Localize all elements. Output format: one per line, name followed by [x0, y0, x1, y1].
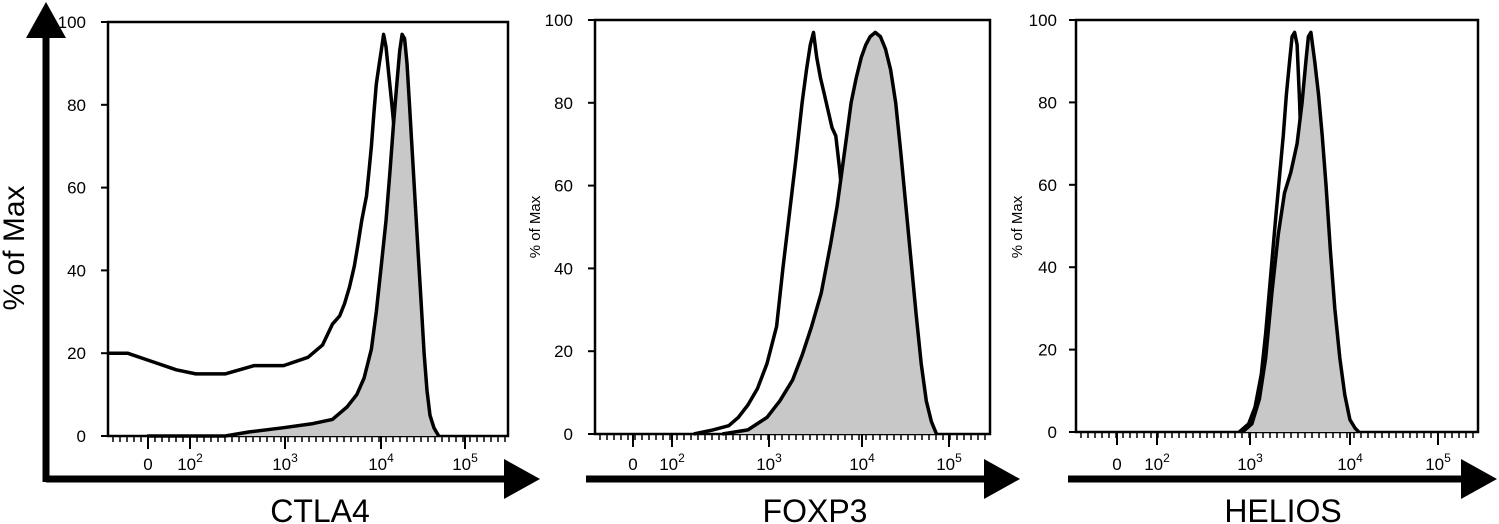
y-tick-label: 80 — [554, 94, 573, 113]
y-tick-label: 0 — [564, 425, 573, 444]
panel-ctla4: 0 20 40 60 80 100 0 102 103 104 105 % of Max CTLA… — [0, 2, 540, 524]
y-arrowhead-icon — [26, 2, 66, 38]
histogram-filled-outline — [147, 32, 441, 438]
y-tick-label: 20 — [554, 342, 573, 361]
panel-foxp3: 0 20 40 60 80 100 0 102 103 104 105 % of Max FOXP… — [527, 11, 1020, 524]
y-axis-label: % of Max — [527, 195, 544, 258]
x-axis-label: HELIOS — [1224, 493, 1341, 524]
y-tick-label: 0 — [1048, 423, 1057, 442]
y-tick-label: 100 — [58, 13, 86, 32]
x-axis-label: FOXP3 — [763, 493, 868, 524]
y-tick-label: 80 — [67, 96, 86, 115]
y-tick-label: 40 — [554, 259, 573, 278]
y-tick-label: 20 — [67, 344, 86, 363]
y-tick-label: 100 — [1029, 11, 1057, 30]
y-tick-label: 40 — [67, 261, 86, 280]
y-tick-label: 100 — [545, 11, 573, 30]
y-tick-label: 40 — [1038, 258, 1057, 277]
y-tick-label: 0 — [77, 427, 86, 446]
x-tick-label: 104 — [368, 451, 394, 474]
x-arrowhead-icon — [1461, 459, 1497, 499]
x-arrowhead-icon — [504, 459, 540, 499]
histogram-filled-area — [1242, 32, 1359, 433]
histogram-filled-outline — [722, 30, 939, 436]
x-tick-label: 102 — [659, 451, 685, 474]
plot-frame-ctla4 — [106, 20, 510, 438]
y-tick-label: 80 — [1038, 93, 1057, 112]
x-tick-label: 102 — [1144, 451, 1170, 474]
x-axis-label: CTLA4 — [270, 493, 370, 524]
x-tick-label: 0 — [1112, 455, 1121, 474]
histogram-filled-area — [722, 32, 937, 435]
x-tick-label: 105 — [936, 451, 962, 474]
x-tick-label: 105 — [1425, 451, 1451, 474]
x-tick-label: 103 — [272, 451, 298, 474]
x-tick-label: 104 — [1337, 451, 1363, 474]
x-tick-label: 103 — [1237, 451, 1263, 474]
x-tick-label: 103 — [756, 451, 782, 474]
y-tick-label: 60 — [1038, 176, 1057, 195]
panel-helios: 0 20 40 60 80 100 0 102 103 104 105 % of Max HELI… — [1009, 11, 1497, 524]
y-tick-label: 60 — [554, 177, 573, 196]
x-tick-label: 0 — [628, 455, 637, 474]
plot-frame-foxp3 — [593, 18, 992, 436]
histogram-filled-area — [147, 34, 439, 437]
y-axis-label: % of Max — [1009, 195, 1026, 258]
y-axis-label: % of Max — [0, 185, 31, 310]
x-tick-label: 104 — [849, 451, 875, 474]
y-tick-label: 60 — [67, 179, 86, 198]
x-tick-label: 0 — [143, 455, 152, 474]
x-tick-label: 102 — [177, 451, 203, 474]
histogram-filled-outline — [1241, 30, 1360, 434]
x-arrowhead-icon — [984, 459, 1020, 499]
x-tick-label: 105 — [452, 451, 478, 474]
y-tick-label: 20 — [1038, 341, 1057, 360]
